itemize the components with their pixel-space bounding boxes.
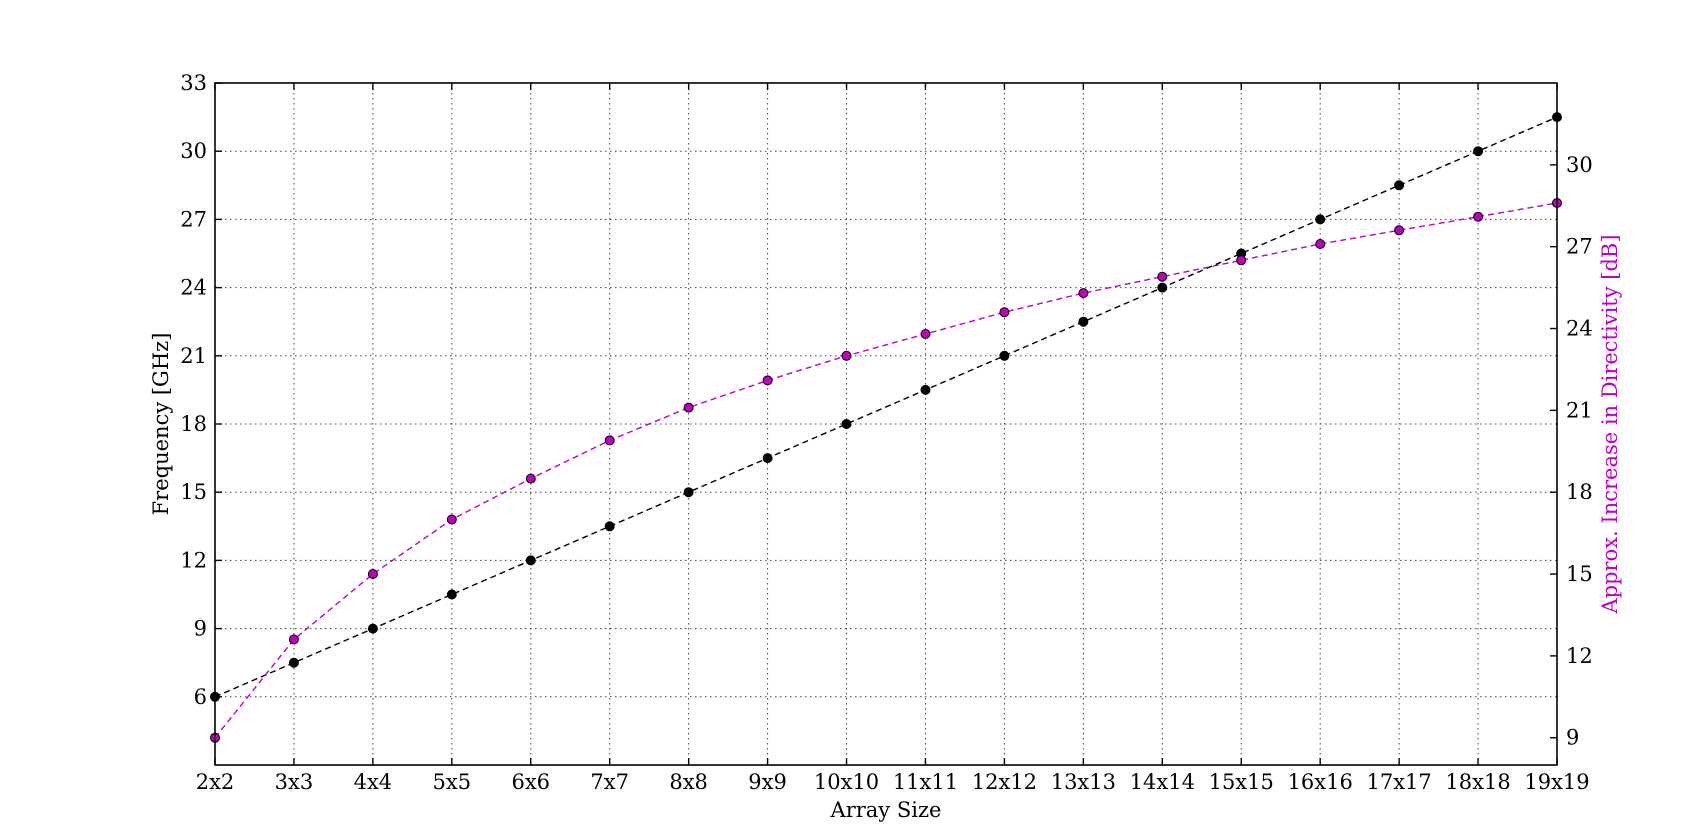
series-line-frequency	[214, 116, 1558, 698]
x-tick-label: 2x2	[196, 770, 235, 794]
data-point-directivity	[604, 435, 615, 446]
x-tick-label: 4x4	[354, 770, 393, 794]
data-point-frequency	[1394, 180, 1405, 191]
data-point-frequency	[1078, 316, 1089, 327]
data-point-frequency	[841, 419, 852, 429]
y2-tick-label: 21	[1566, 398, 1593, 422]
y2-tick-label: 15	[1566, 562, 1593, 586]
y-tick-label: 27	[180, 207, 207, 231]
x-tick-label: 5x5	[433, 770, 472, 794]
y2-tick-label: 18	[1566, 480, 1593, 504]
ticks	[214, 82, 1558, 765]
data-point-frequency	[1157, 282, 1168, 293]
x-tick-label: 14x14	[1130, 770, 1195, 794]
data-point-directivity	[762, 375, 773, 386]
x-tick-label: 11x11	[893, 770, 958, 794]
grid	[215, 83, 1557, 765]
y-tick-label: 21	[180, 344, 207, 368]
data-point-frequency	[1315, 214, 1326, 225]
x-tick-label: 17x17	[1366, 770, 1431, 794]
x-tick-label: 8x8	[669, 770, 708, 794]
x-tick-label: 18x18	[1445, 770, 1510, 794]
data-point-directivity	[1315, 239, 1326, 249]
x-tick-label: 19x19	[1524, 770, 1589, 794]
data-point-directivity	[999, 307, 1010, 318]
data-point-directivity	[446, 514, 457, 525]
y2-tick-label: 12	[1566, 644, 1593, 668]
x-axis-title: Array Size	[830, 798, 942, 822]
data-point-directivity	[683, 402, 694, 413]
data-point-directivity	[1473, 211, 1484, 222]
y-tick-label: 30	[180, 139, 207, 163]
data-point-directivity	[841, 350, 852, 361]
data-point-directivity	[920, 329, 931, 339]
data-point-frequency	[683, 487, 694, 498]
y2-tick-label: 9	[1566, 726, 1579, 750]
data-point-frequency	[367, 623, 378, 634]
tick-labels: 2x2 3x3 4x4 5x5 6x6 7x7 8x8 9x9 10x10 11x11 12x12 1…	[180, 71, 1592, 794]
x-tick-label: 9x9	[748, 770, 787, 794]
x-tick-label: 16x16	[1288, 770, 1353, 794]
data-point-directivity	[1157, 271, 1168, 282]
data-point-frequency	[525, 555, 536, 566]
x-tick-label: 3x3	[275, 770, 314, 794]
x-tick-label: 7x7	[590, 770, 629, 794]
data-point-frequency	[604, 521, 615, 532]
y-tick-label: 18	[180, 412, 207, 436]
data-point-frequency	[1473, 146, 1484, 157]
x-tick-label: 15x15	[1209, 770, 1274, 794]
series-layer	[210, 112, 1562, 743]
data-point-frequency	[762, 453, 773, 464]
data-point-frequency	[446, 589, 457, 600]
y-tick-label: 9	[194, 617, 207, 641]
y-tick-label: 24	[180, 276, 207, 300]
data-point-directivity	[367, 569, 378, 579]
y2-tick-label: 30	[1566, 153, 1593, 177]
data-point-frequency	[999, 350, 1010, 361]
y2-tick-label: 27	[1566, 235, 1593, 259]
x-tick-label: 10x10	[814, 770, 879, 794]
data-point-frequency	[920, 384, 931, 395]
x-tick-label: 13x13	[1051, 770, 1116, 794]
y-tick-label: 12	[180, 548, 207, 572]
y-tick-label: 6	[194, 685, 207, 709]
data-point-frequency	[288, 657, 299, 668]
data-point-directivity	[1236, 255, 1247, 266]
data-point-directivity	[525, 473, 536, 484]
y-axis-title: Frequency [GHz]	[149, 333, 173, 516]
y-tick-label: 15	[180, 480, 207, 504]
x-tick-label: 6x6	[511, 770, 550, 794]
y2-axis-title: Approx. Increase in Directivity [dB]	[1598, 234, 1622, 614]
y2-tick-label: 24	[1566, 317, 1593, 341]
data-point-directivity	[288, 634, 299, 645]
y-tick-label: 33	[180, 71, 207, 95]
series-line-directivity	[214, 202, 1558, 739]
data-point-directivity	[1078, 288, 1089, 299]
data-point-directivity	[1394, 225, 1405, 236]
x-tick-label: 12x12	[972, 770, 1037, 794]
